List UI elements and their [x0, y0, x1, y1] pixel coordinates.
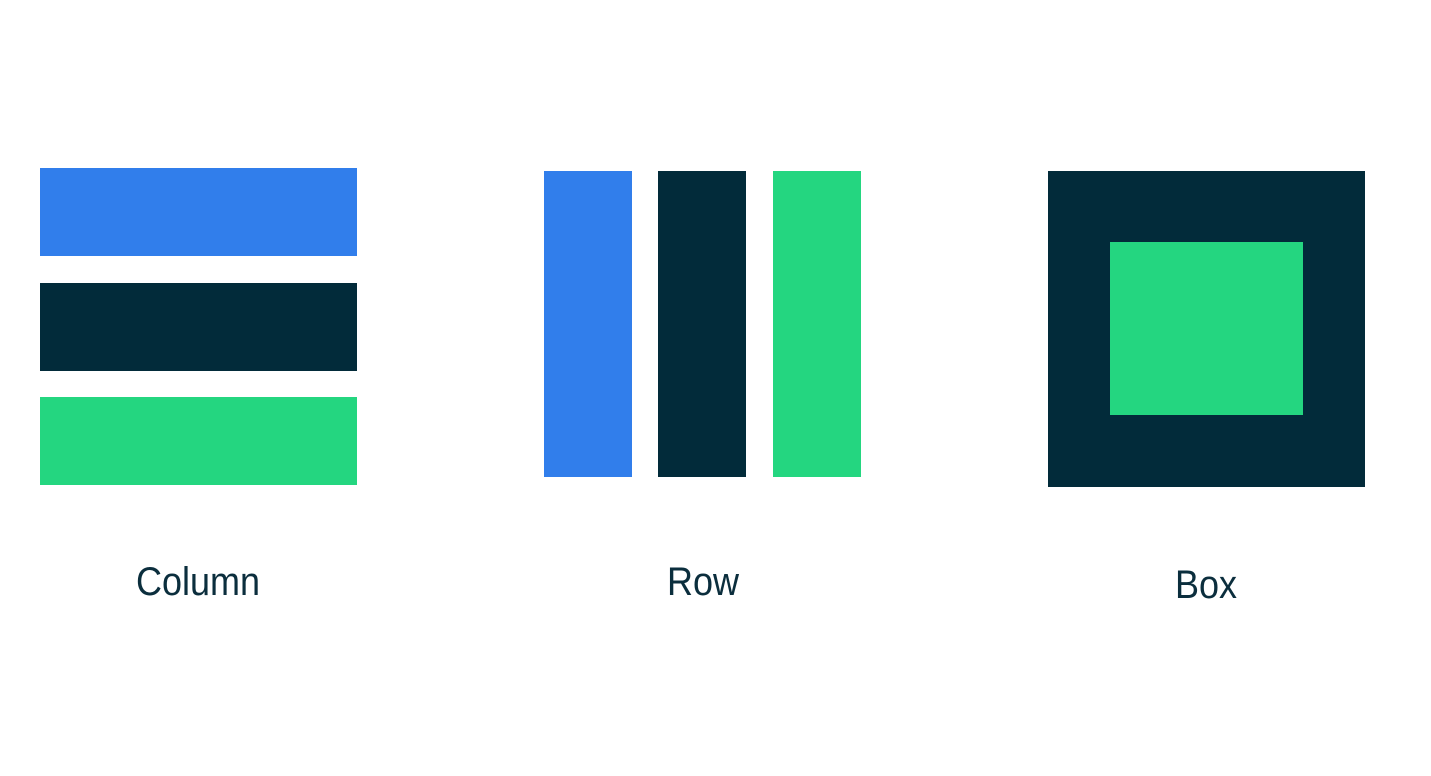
column-block-navy — [40, 283, 357, 371]
row-block-green — [773, 171, 861, 477]
row-block-blue — [544, 171, 632, 477]
column-block-blue — [40, 168, 357, 256]
row-block-navy — [658, 171, 746, 477]
column-label: Column — [135, 560, 261, 604]
box-label: Box — [1174, 563, 1238, 607]
row-label: Row — [666, 560, 740, 604]
box-block-green-inner — [1110, 242, 1303, 415]
column-block-green — [40, 397, 357, 485]
